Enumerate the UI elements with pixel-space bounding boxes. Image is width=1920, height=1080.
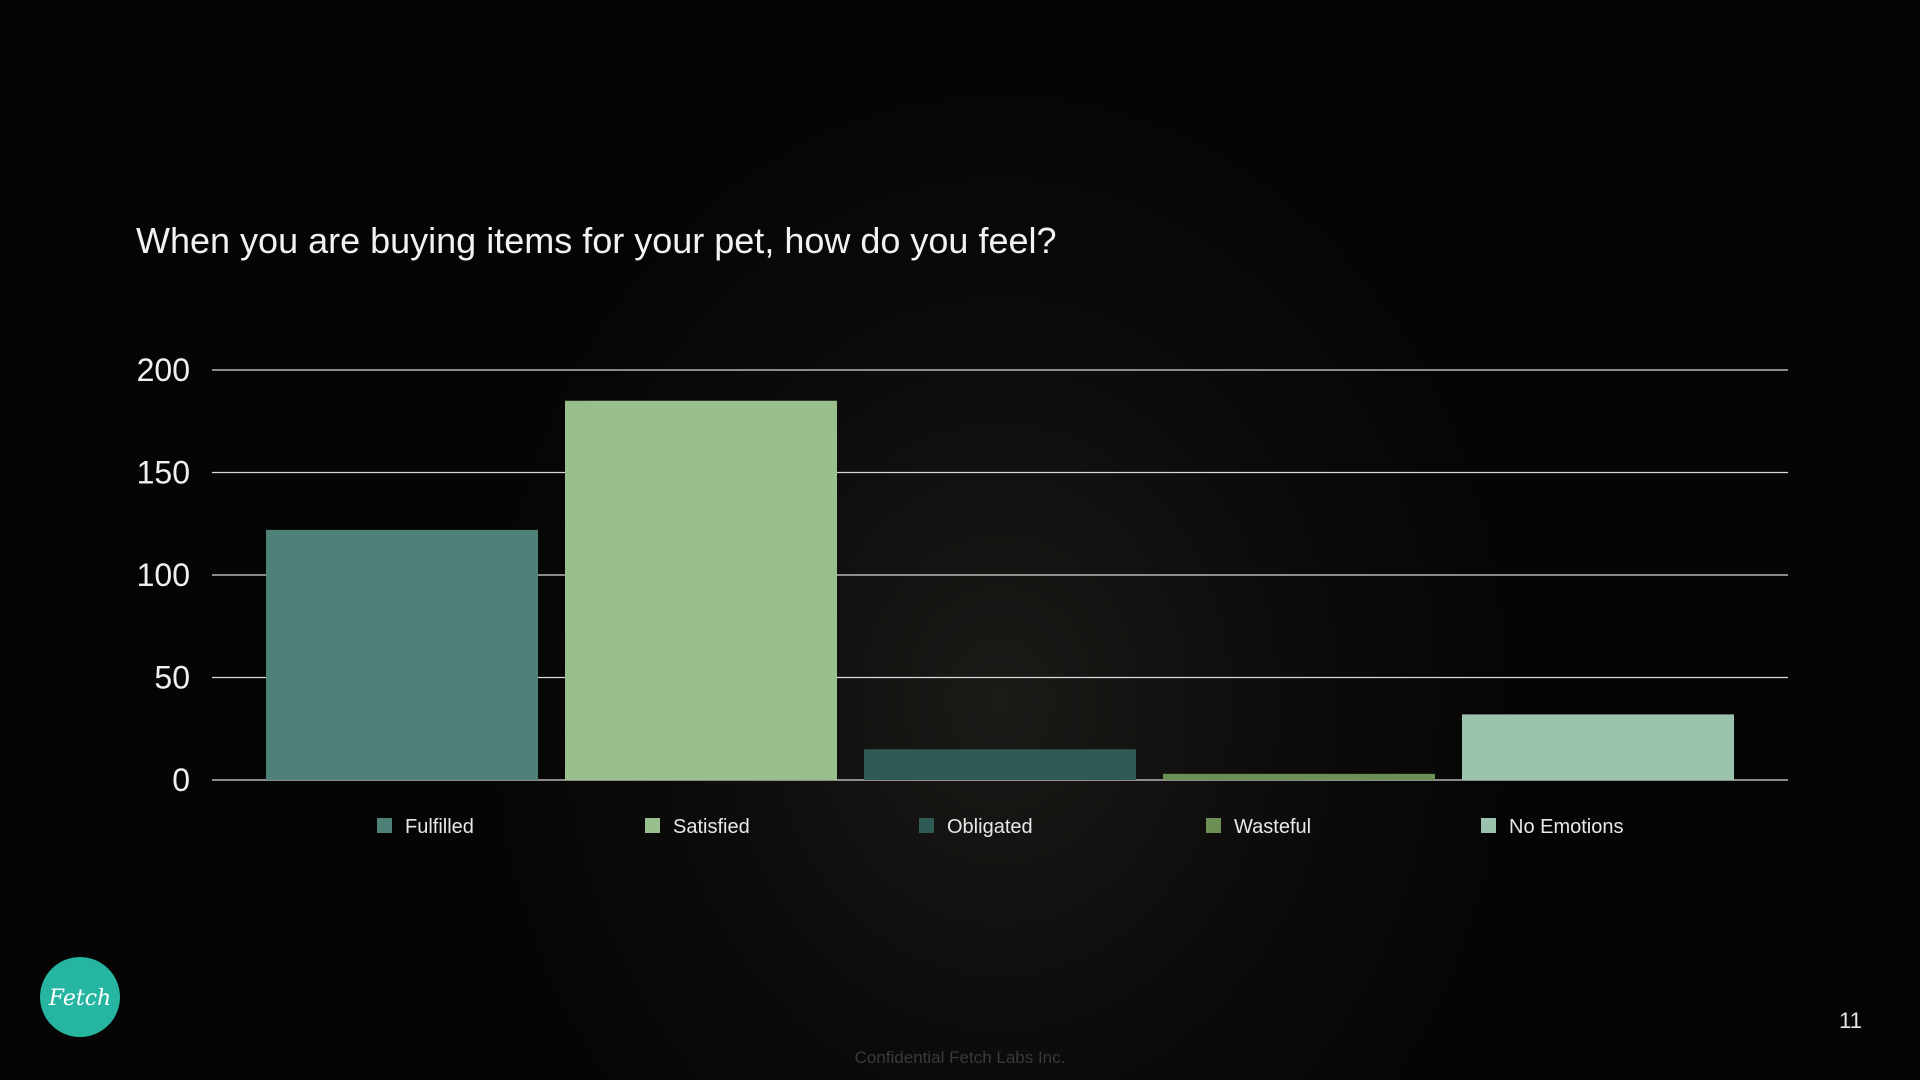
y-tick-label: 0 <box>172 762 190 798</box>
chart-question-title: When you are buying items for your pet, … <box>136 220 1057 261</box>
legend-label: No Emotions <box>1509 816 1624 838</box>
bar-obligated <box>864 749 1136 780</box>
legend-label: Obligated <box>947 816 1033 838</box>
legend-swatch <box>377 818 392 833</box>
legend-swatch <box>1481 818 1496 833</box>
y-tick-label: 100 <box>137 557 190 593</box>
bar-wasteful <box>1163 773 1435 780</box>
legend-swatch <box>919 818 934 833</box>
legend-label: Satisfied <box>673 816 750 838</box>
page-number: 11 <box>1839 1008 1862 1033</box>
bar-no-emotions <box>1462 714 1734 780</box>
confidential-footer: Confidential Fetch Labs Inc. <box>854 1048 1066 1067</box>
y-tick-label: 200 <box>137 352 190 388</box>
y-tick-label: 50 <box>154 660 190 696</box>
bar-fulfilled <box>266 529 538 780</box>
legend-swatch <box>645 818 660 833</box>
svg-text:Fetch: Fetch <box>48 986 111 1011</box>
y-tick-label: 150 <box>137 455 190 491</box>
bar-satisfied <box>565 400 837 780</box>
legend-swatch <box>1206 818 1221 833</box>
fetch-logo: Fetch <box>40 957 120 1037</box>
legend-label: Fulfilled <box>405 816 474 838</box>
legend-label: Wasteful <box>1234 816 1311 838</box>
